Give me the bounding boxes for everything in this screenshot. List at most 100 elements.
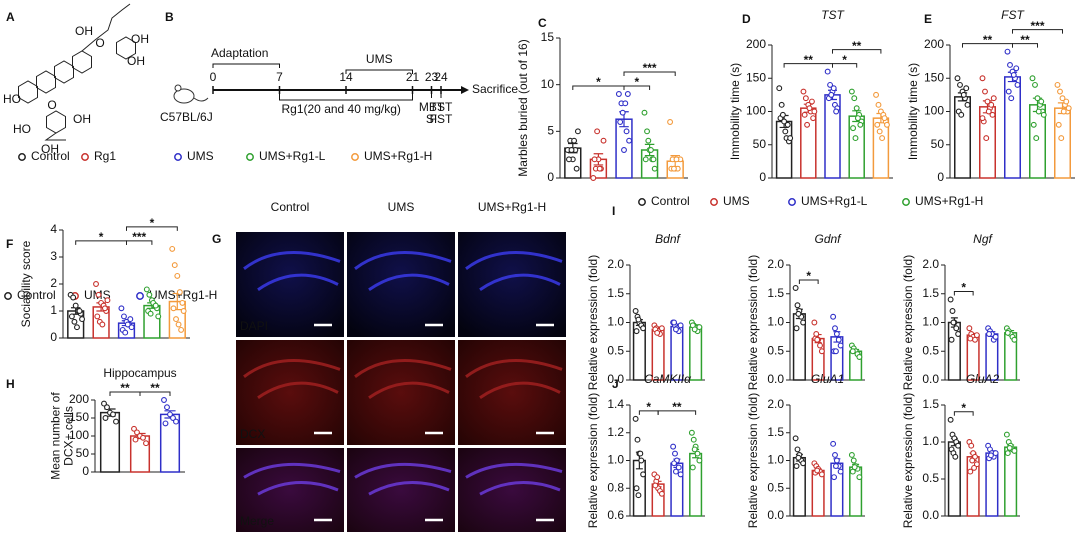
data-point [966, 325, 973, 332]
atom-label: OH [73, 112, 91, 126]
data-point [800, 460, 807, 467]
data-point [688, 429, 695, 436]
legend-label: UMS+Rg1-L [259, 149, 326, 163]
data-point [675, 464, 682, 471]
row-label: DAPI [240, 319, 268, 333]
data-point [176, 289, 183, 296]
data-point [691, 326, 698, 333]
data-point [814, 336, 821, 343]
significance-label: * [842, 53, 847, 67]
data-point [174, 272, 181, 279]
dentate-band [465, 251, 563, 270]
data-point [794, 302, 801, 309]
data-point [651, 165, 658, 172]
y-tick-label: 0.5 [922, 471, 939, 485]
data-point [689, 464, 696, 471]
data-point [952, 453, 959, 460]
data-point [963, 85, 970, 92]
data-point [71, 318, 78, 325]
column-header: Control [271, 200, 310, 214]
y-tick-label: 4 [50, 222, 57, 236]
data-point [800, 88, 807, 95]
data-point [95, 291, 102, 298]
data-point [170, 415, 176, 421]
y-tick-label: 1.0 [767, 453, 784, 467]
data-point [594, 128, 601, 135]
y-tick-label: 50 [753, 137, 767, 151]
significance-bracket [832, 63, 858, 68]
data-point [694, 450, 701, 457]
data-point [635, 492, 642, 499]
y-tick-label: 200 [746, 37, 766, 51]
data-point [121, 313, 127, 320]
side-chain [81, 3, 131, 52]
data-point [672, 468, 679, 475]
data-point [1054, 81, 1061, 88]
data-point [171, 262, 178, 269]
y-tick-label: 50 [76, 446, 90, 460]
data-point [857, 121, 864, 128]
data-point [1032, 81, 1038, 88]
data-point [985, 108, 992, 115]
data-point [806, 105, 813, 112]
legend-label: UMS+Rg1-H [364, 149, 432, 163]
y-tick-label: 0.0 [767, 508, 784, 522]
row-label: DCX [240, 427, 265, 441]
data-point [590, 175, 597, 181]
day-label: 14 [339, 70, 353, 84]
data-point [1059, 95, 1066, 102]
data-point [811, 108, 818, 115]
data-point [793, 463, 800, 469]
chart-title: TST [821, 8, 845, 22]
data-point [652, 482, 659, 489]
data-point [849, 348, 856, 355]
data-point [670, 443, 677, 450]
data-point [132, 436, 139, 443]
treatment-label: Rg1(20 and 40 mg/kg) [282, 102, 401, 116]
data-point [973, 461, 980, 468]
data-point [873, 91, 880, 98]
dentate-band [354, 251, 452, 270]
data-point [983, 135, 990, 142]
y-tick-label: 0.0 [922, 372, 939, 386]
ring [18, 80, 38, 104]
data-point [638, 457, 645, 464]
y-tick-label: 1.0 [607, 453, 624, 467]
data-point [658, 490, 665, 497]
y-axis-label: Relative expression (fold) [586, 393, 600, 528]
data-point [830, 313, 837, 320]
significance-label: *** [643, 61, 657, 75]
data-point [170, 305, 177, 312]
y-tick-label: 0.8 [607, 480, 624, 494]
data-point [795, 454, 802, 461]
data-point [99, 321, 106, 328]
data-point [782, 128, 789, 135]
data-point [1004, 329, 1011, 336]
significance-label: ** [1020, 33, 1030, 47]
event-label: FST [430, 112, 453, 126]
data-point [856, 354, 863, 360]
day-label: 24 [434, 70, 448, 84]
data-point [833, 108, 840, 115]
significance-label: * [961, 281, 966, 295]
legend-marker [81, 153, 89, 161]
data-point [958, 111, 965, 118]
mouse-icon [173, 88, 195, 104]
y-axis-label: Relative expression (fold) [586, 255, 600, 390]
data-point [140, 434, 146, 441]
significance-bracket [126, 226, 178, 231]
data-point [146, 291, 153, 298]
data-point [640, 325, 647, 332]
micrograph [458, 232, 566, 337]
bond [44, 132, 66, 141]
data-point [152, 302, 159, 309]
y-tick-label: 1 [50, 303, 57, 317]
significance-label: ** [852, 39, 862, 53]
data-point [832, 348, 839, 355]
data-point [848, 88, 855, 95]
data-point [634, 436, 641, 443]
y-tick-label: 1.0 [922, 434, 939, 448]
data-point [856, 474, 863, 481]
day-label: 0 [210, 70, 217, 84]
end-label: Sacrifice [472, 82, 518, 96]
